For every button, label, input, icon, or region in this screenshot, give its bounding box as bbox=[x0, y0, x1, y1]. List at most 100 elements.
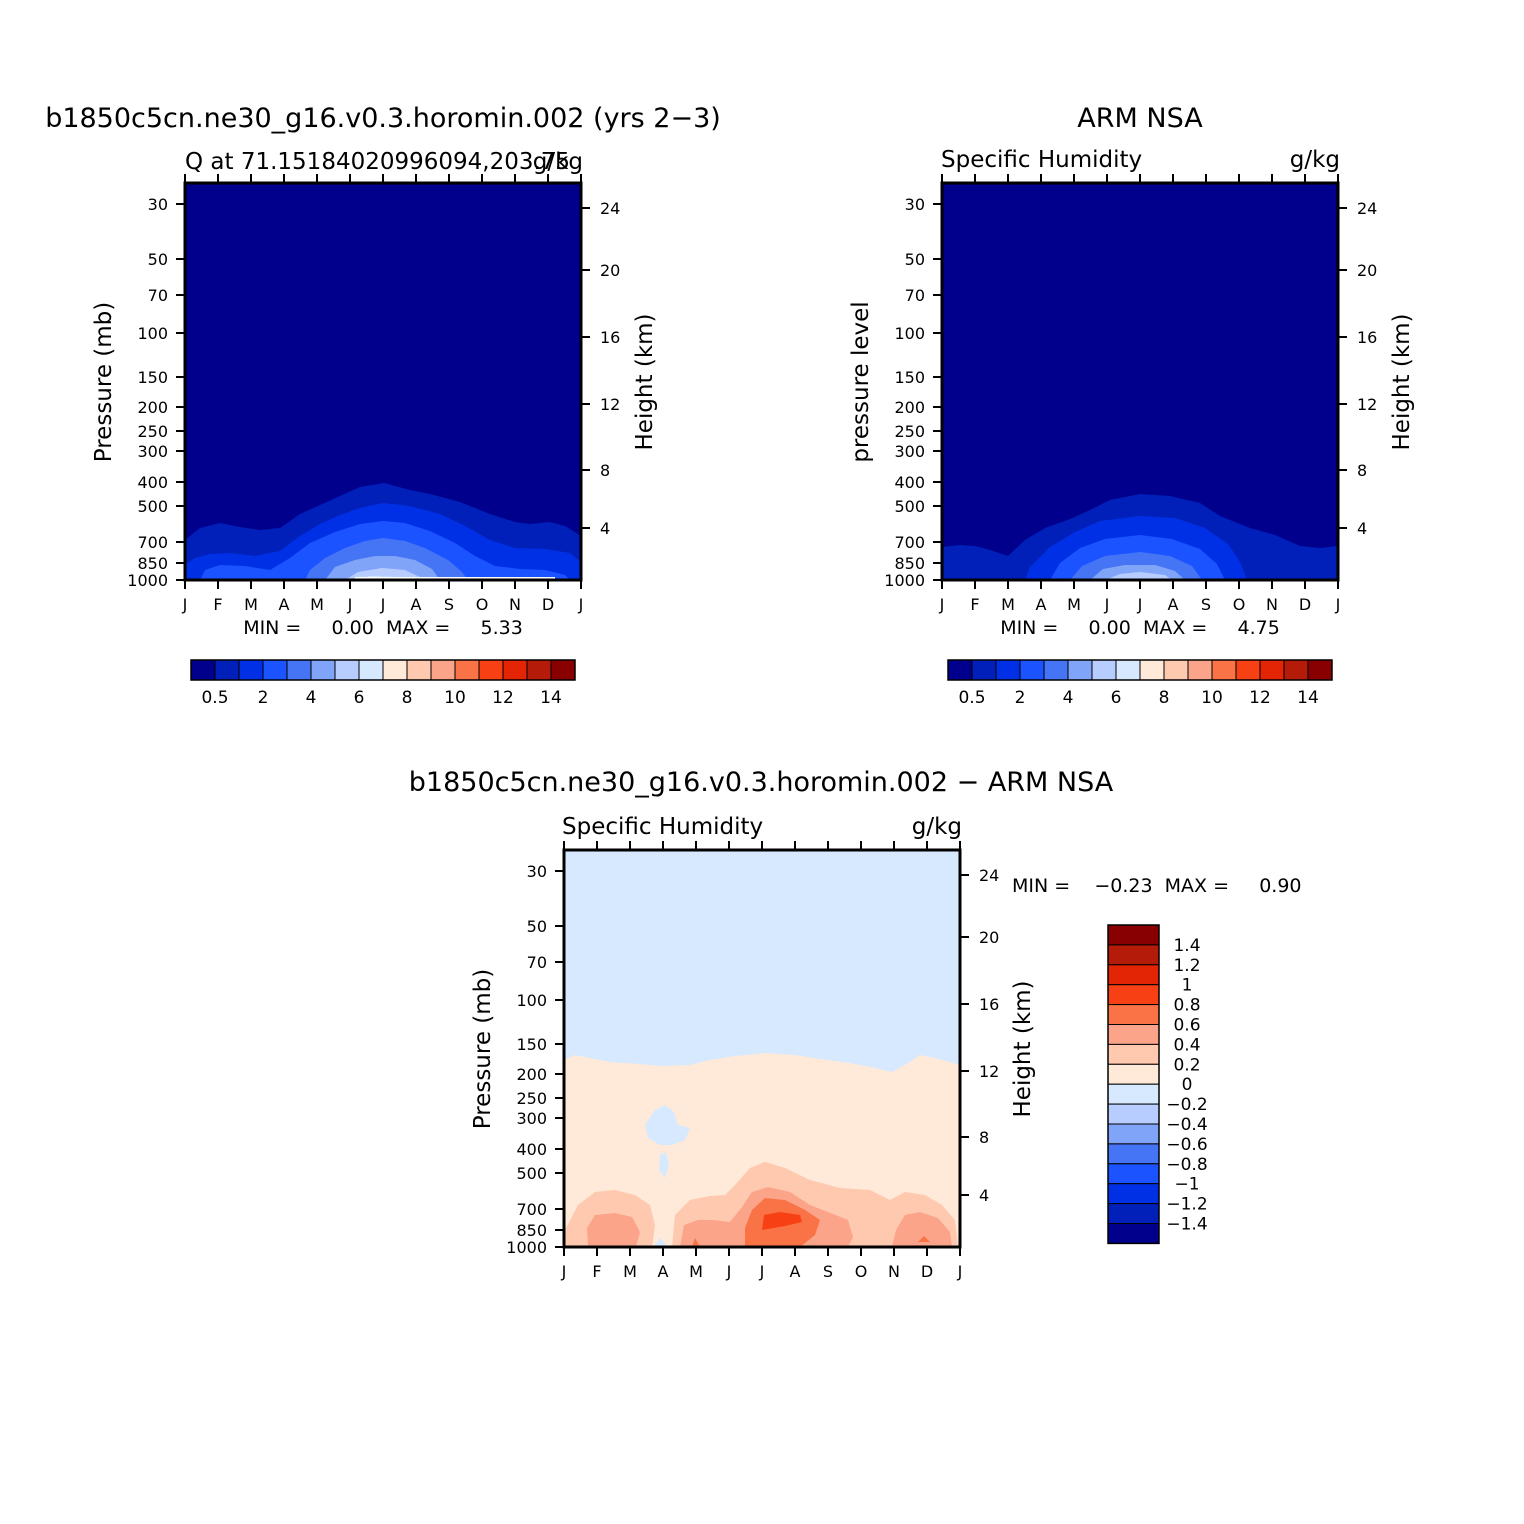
y-tick-label: 250 bbox=[894, 422, 925, 441]
colorbar-swatch bbox=[334, 659, 360, 681]
contour-field bbox=[942, 183, 1338, 580]
colorbar-swatch bbox=[1107, 924, 1160, 946]
colorbar-swatch bbox=[995, 659, 1021, 681]
panel-subtitle-right: g/kg bbox=[912, 814, 962, 840]
colorbar-label: 8 bbox=[402, 688, 413, 708]
y-tick-label: 500 bbox=[516, 1164, 547, 1183]
x-tick-label: A bbox=[658, 1262, 669, 1281]
y-axis-label: Pressure (mb) bbox=[91, 302, 117, 462]
y-tick-label: 850 bbox=[894, 554, 925, 573]
x-tick-label: O bbox=[855, 1262, 868, 1281]
y-tick-label: 200 bbox=[137, 398, 168, 417]
x-tick-label: M bbox=[1067, 595, 1081, 614]
x-tick-label: D bbox=[542, 595, 554, 614]
y-tick-label: 1000 bbox=[884, 571, 925, 590]
y2-tick-label: 12 bbox=[1357, 395, 1377, 414]
colorbar-swatch bbox=[502, 659, 528, 681]
colorbar-swatch bbox=[1043, 659, 1069, 681]
colorbar-label: 4 bbox=[1063, 688, 1074, 708]
panel-subtitle-left: Specific Humidity bbox=[562, 814, 763, 840]
x-tick-label: A bbox=[411, 595, 422, 614]
x-tick-label: J bbox=[561, 1262, 567, 1281]
y-tick-label: 300 bbox=[137, 442, 168, 461]
y-tick-label: 700 bbox=[894, 533, 925, 552]
min-max-stats: MIN = 0.00 MAX = 5.33 bbox=[243, 617, 523, 639]
y-tick-label: 700 bbox=[137, 533, 168, 552]
colorbar-label: 12 bbox=[1249, 688, 1271, 708]
y2-tick-label: 20 bbox=[1357, 261, 1377, 280]
colorbar-swatch bbox=[1307, 659, 1333, 681]
colorbar-swatch bbox=[430, 659, 456, 681]
x-tick-label: J bbox=[726, 1262, 732, 1281]
colorbar-swatch bbox=[1139, 659, 1165, 681]
y-tick-label: 300 bbox=[516, 1109, 547, 1128]
y-tick-label: 100 bbox=[516, 991, 547, 1010]
colorbar-swatch bbox=[406, 659, 432, 681]
panel-subtitle-left: Specific Humidity bbox=[941, 147, 1142, 173]
colorbar-swatch bbox=[1115, 659, 1141, 681]
y-tick-label: 30 bbox=[148, 195, 168, 214]
colorbar-swatch bbox=[550, 659, 576, 681]
colorbar-swatch bbox=[454, 659, 480, 681]
colorbar-swatch bbox=[358, 659, 384, 681]
colorbar-swatch bbox=[310, 659, 336, 681]
colorbar-swatch bbox=[1107, 984, 1160, 1006]
colorbar-swatch bbox=[1107, 1063, 1160, 1085]
colorbar-swatch bbox=[1107, 1163, 1160, 1185]
x-tick-label: J bbox=[1104, 595, 1110, 614]
y-tick-label: 150 bbox=[894, 368, 925, 387]
y2-tick-label: 16 bbox=[979, 995, 999, 1014]
colorbar-label: 2 bbox=[258, 688, 269, 708]
colorbar-swatch bbox=[190, 659, 216, 681]
colorbar-label: 6 bbox=[1111, 688, 1122, 708]
y-axis-label: Pressure (mb) bbox=[470, 969, 496, 1129]
x-tick-label: J bbox=[347, 595, 353, 614]
y-tick-label: 850 bbox=[516, 1221, 547, 1240]
x-tick-label: D bbox=[1299, 595, 1311, 614]
y-tick-label: 30 bbox=[905, 195, 925, 214]
colorbar-label: −1.2 bbox=[1166, 1195, 1207, 1215]
colorbar-label: 4 bbox=[306, 688, 317, 708]
colorbar-label: −0.8 bbox=[1166, 1155, 1207, 1175]
y-tick-label: 400 bbox=[137, 473, 168, 492]
x-tick-label: J bbox=[578, 595, 584, 614]
y2-axis-label: Height (km) bbox=[1010, 980, 1036, 1117]
colorbar-swatch bbox=[971, 659, 997, 681]
colorbar: 0.5 2 4 6 8 10 12 14 bbox=[947, 659, 1333, 708]
y-tick-label: 70 bbox=[527, 953, 547, 972]
x-tick-label: M bbox=[244, 595, 258, 614]
colorbar-label: 1.2 bbox=[1173, 956, 1200, 976]
x-tick-label: N bbox=[509, 595, 521, 614]
y-tick-label: 250 bbox=[137, 422, 168, 441]
colorbar-swatch bbox=[1107, 1004, 1160, 1025]
x-tick-label: M bbox=[689, 1262, 703, 1281]
y-tick-label: 400 bbox=[516, 1140, 547, 1159]
x-tick-label: O bbox=[476, 595, 489, 614]
x-tick-label: F bbox=[592, 1262, 601, 1281]
panel-model: b1850c5cn.ne30_g16.v0.3.horomin.002 (yrs… bbox=[45, 103, 721, 708]
y2-tick-label: 24 bbox=[600, 199, 620, 218]
y-tick-label: 850 bbox=[137, 554, 168, 573]
x-tick-label: A bbox=[279, 595, 290, 614]
y2-tick-label: 24 bbox=[979, 866, 999, 885]
y-tick-label: 50 bbox=[905, 250, 925, 269]
x-tick-label: S bbox=[823, 1262, 833, 1281]
y-tick-label: 50 bbox=[527, 917, 547, 936]
y-tick-label: 150 bbox=[516, 1035, 547, 1054]
x-tick-label: F bbox=[213, 595, 222, 614]
x-tick-label: J bbox=[1335, 595, 1341, 614]
y2-tick-label: 16 bbox=[600, 328, 620, 347]
x-tick-label: J bbox=[1137, 595, 1143, 614]
min-max-stats: MIN = 0.00 MAX = 4.75 bbox=[1000, 617, 1280, 639]
y-tick-label: 400 bbox=[894, 473, 925, 492]
x-tick-label: A bbox=[1036, 595, 1047, 614]
x-tick-label: M bbox=[623, 1262, 637, 1281]
colorbar-label: 1 bbox=[1182, 976, 1193, 996]
contour-field bbox=[564, 850, 960, 1247]
x-tick-label: S bbox=[1201, 595, 1211, 614]
colorbar-label: 10 bbox=[1201, 688, 1223, 708]
y2-tick-label: 12 bbox=[600, 395, 620, 414]
x-tick-label: M bbox=[310, 595, 324, 614]
colorbar-swatch bbox=[1107, 1103, 1160, 1125]
y-tick-label: 1000 bbox=[506, 1238, 547, 1257]
